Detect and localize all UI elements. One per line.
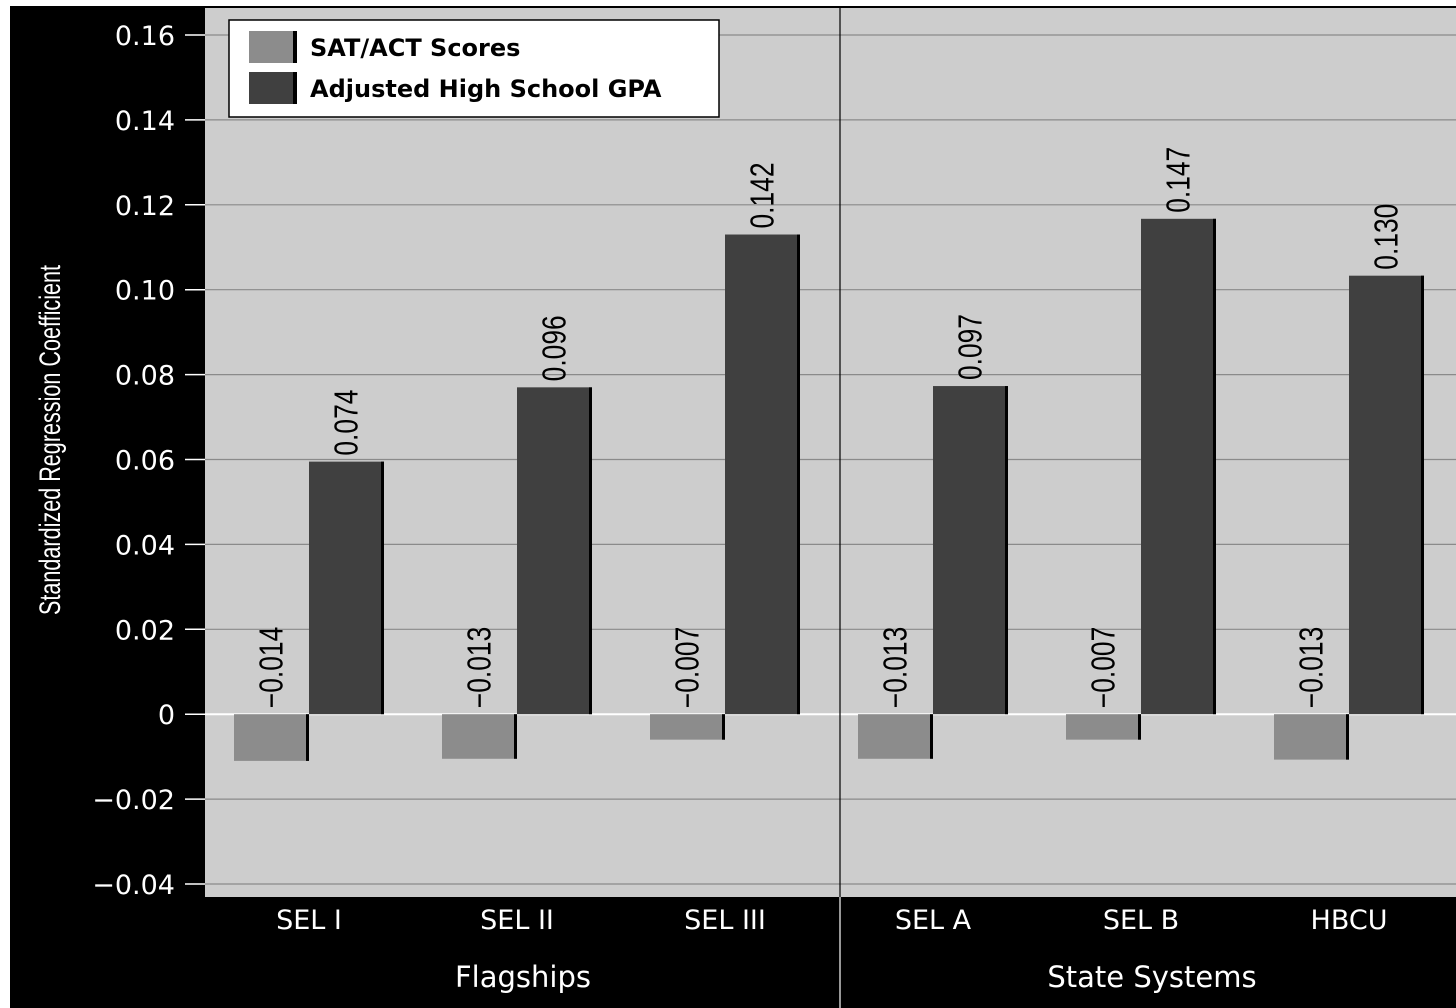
y-tick-label: 0: [158, 700, 175, 731]
y-tick-label: 0.10: [115, 276, 175, 307]
bar-edge: [1213, 218, 1216, 715]
plot-area: [205, 8, 1456, 897]
legend-box: [228, 19, 720, 118]
y-tick-label: 0.06: [115, 446, 175, 477]
bar-edge: [1005, 386, 1008, 715]
x-tick-label-sel-a: SEL A: [895, 905, 972, 936]
bar-edge: [1138, 714, 1141, 740]
data-label-adjusted-high-school-gpa-hbcu: 0.130: [1369, 204, 1405, 270]
legend-label-gpa: Adjusted High School GPA: [310, 75, 662, 103]
bar-adjusted-high-school-gpa-sel-iii: [725, 234, 800, 715]
y-tick-label: −0.04: [92, 870, 175, 901]
bar-edge: [306, 714, 309, 761]
data-label-adjusted-high-school-gpa-sel-b: 0.147: [1161, 147, 1197, 213]
bar-sat-act-scores-sel-ii: [442, 714, 517, 759]
x-tick-label-sel-ii: SEL II: [480, 905, 554, 936]
y-tick-label: 0.12: [115, 191, 175, 222]
y-axis-ticks: 0.16 0.14 0.12 0.10 0.08 0.06 0.04 0.02 0 −0.02 −0…: [92, 21, 205, 901]
data-label-adjusted-high-school-gpa-sel-a: 0.097: [953, 314, 989, 380]
bar-edge: [722, 714, 725, 740]
bar-adjusted-high-school-gpa-sel-b: [1141, 218, 1216, 715]
data-label-sat-act-scores-sel-b: −0.007: [1086, 627, 1122, 708]
y-tick-label: 0.14: [115, 106, 175, 137]
y-axis-label: Standardized Regression Coefficient: [32, 264, 66, 615]
data-label-adjusted-high-school-gpa-sel-i: 0.074: [329, 390, 365, 456]
data-label-sat-act-scores-sel-a: −0.013: [878, 627, 914, 708]
bar-sat-act-scores-hbcu: [1274, 714, 1349, 760]
gridlines: [205, 8, 1456, 1008]
x-axis-labels: SEL I SEL II SEL III SEL A SEL B HBCU Flagship…: [276, 897, 1387, 1008]
bar-edge: [797, 234, 800, 715]
legend-swatch-gpa: [249, 72, 297, 104]
data-label-sat-act-scores-hbcu: −0.013: [1294, 627, 1330, 708]
bar-edge: [930, 714, 933, 759]
bar-sat-act-scores-sel-i: [234, 714, 309, 761]
y-tick-label: −0.02: [92, 785, 175, 816]
legend-swatch-sat-act: [249, 31, 297, 63]
legend-swatch-edge: [293, 72, 297, 104]
bar-edge: [1346, 714, 1349, 760]
legend-swatch-edge: [293, 31, 297, 63]
bar-edge: [381, 461, 384, 715]
bars: [234, 218, 1424, 761]
y-tick-label: 0.08: [115, 361, 175, 392]
bar-adjusted-high-school-gpa-sel-i: [309, 461, 384, 715]
data-label-sat-act-scores-sel-i: −0.014: [254, 627, 290, 708]
bar-sat-act-scores-sel-a: [858, 714, 933, 759]
legend-label-sat-act: SAT/ACT Scores: [310, 34, 520, 62]
bar-edge: [589, 387, 592, 715]
bar-edge: [514, 714, 517, 759]
bar-sat-act-scores-sel-iii: [650, 714, 725, 740]
y-tick-label: 0.04: [115, 530, 175, 561]
data-label-sat-act-scores-sel-iii: −0.007: [670, 627, 706, 708]
legend: SAT/ACT Scores Adjusted High School GPA: [228, 19, 720, 118]
group-label-state-systems: State Systems: [1047, 960, 1256, 994]
x-tick-label-sel-i: SEL I: [276, 905, 342, 936]
bar-adjusted-high-school-gpa-sel-a: [933, 386, 1008, 715]
x-tick-label-sel-b: SEL B: [1103, 905, 1179, 936]
group-label-flagships: Flagships: [455, 960, 591, 994]
data-label-sat-act-scores-sel-ii: −0.013: [462, 627, 498, 708]
data-labels: −0.014 0.074 −0.013 0.096 −0.007 0.142 −0.013 0…: [254, 147, 1405, 708]
data-label-adjusted-high-school-gpa-sel-ii: 0.096: [537, 315, 573, 381]
y-tick-label: 0.02: [115, 615, 175, 646]
x-tick-label-sel-iii: SEL III: [684, 905, 766, 936]
bar-adjusted-high-school-gpa-hbcu: [1349, 275, 1424, 715]
bar-sat-act-scores-sel-b: [1066, 714, 1141, 740]
bar-adjusted-high-school-gpa-sel-ii: [517, 387, 592, 715]
x-tick-label-hbcu: HBCU: [1311, 905, 1388, 936]
bar-edge: [1421, 275, 1424, 715]
y-tick-label: 0.16: [115, 21, 175, 52]
data-label-adjusted-high-school-gpa-sel-iii: 0.142: [745, 162, 781, 228]
